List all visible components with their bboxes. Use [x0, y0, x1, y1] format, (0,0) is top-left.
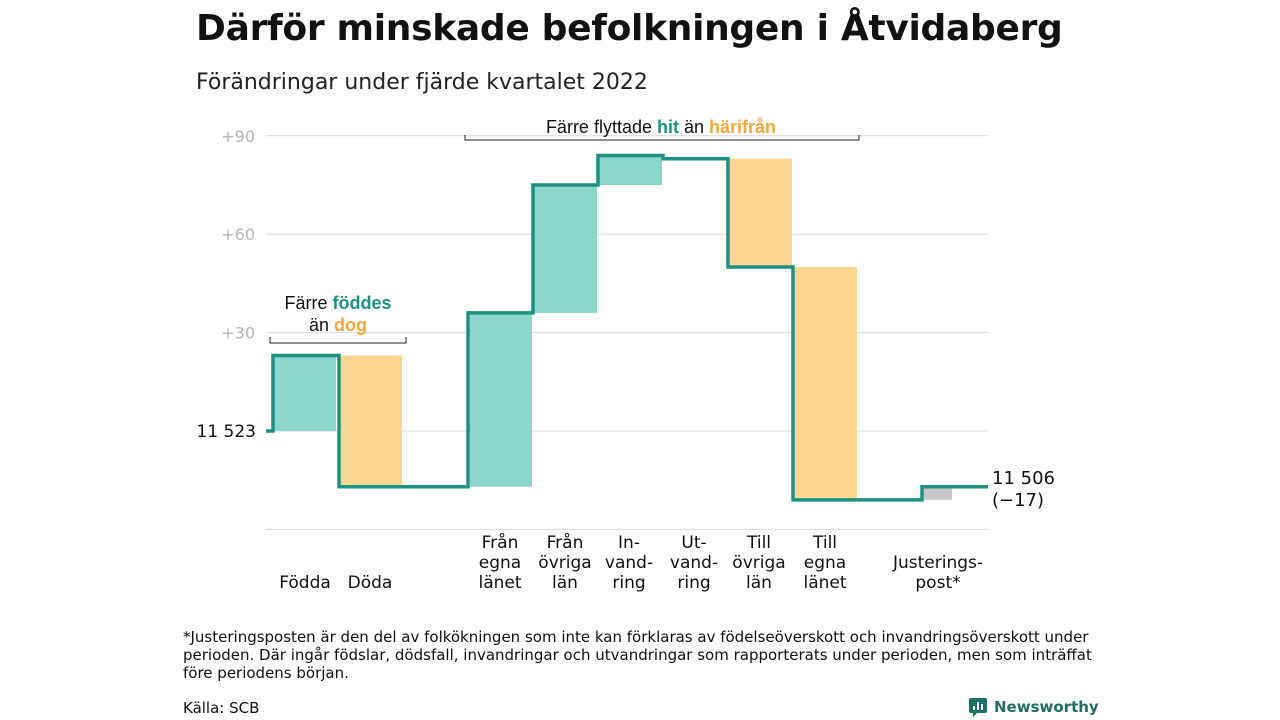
- category-label-8-1: post*: [915, 573, 960, 593]
- bar-4: [598, 155, 662, 185]
- end-value-label: 11 506: [992, 468, 1055, 489]
- category-label-6-2: län: [746, 573, 772, 593]
- category-label-2-0: Från: [482, 532, 519, 553]
- bar-2: [468, 312, 532, 487]
- category-label-1-2: Döda: [348, 573, 393, 593]
- annotation-births-line1-part-1: föddes: [333, 293, 392, 313]
- start-value-label: 11 523: [197, 422, 256, 442]
- category-label-6-1: övriga: [732, 553, 785, 573]
- category-label-3-2: län: [552, 573, 578, 593]
- category-label-5-0: Ut-: [681, 533, 706, 553]
- category-label-7-0: Till: [812, 533, 837, 553]
- y-tick-label-1: +60: [221, 225, 255, 244]
- annotation-births-line1-part-0: Färre: [284, 293, 332, 313]
- bar-0: [273, 355, 336, 431]
- source-label: Källa: SCB: [183, 699, 260, 717]
- annotation-migration-part-1: hit: [657, 117, 679, 137]
- annotation-births-line2-part-0: än: [309, 315, 334, 335]
- category-label-6-0: Till: [746, 533, 771, 553]
- bar-3: [533, 185, 597, 313]
- brand-name: Newsworthy: [994, 698, 1099, 716]
- bar-8: [922, 486, 952, 500]
- category-label-2-1: egna: [479, 553, 521, 573]
- annotation-births-line1: Färre föddes: [284, 293, 391, 313]
- annotation-migration-bracket: [464, 135, 860, 141]
- annotation-births-line2: än dog: [309, 315, 367, 335]
- category-label-2-2: länet: [478, 573, 521, 593]
- bar-6: [728, 158, 792, 267]
- chart-title: Därför minskade befolkningen i Åtvidaber…: [196, 8, 1063, 49]
- category-label-7-2: länet: [803, 573, 846, 593]
- y-tick-label-2: +30: [221, 324, 255, 343]
- end-change-label: (−17): [992, 490, 1044, 511]
- category-label-5-1: vand-: [670, 553, 718, 573]
- category-label-8-0: Justerings-: [892, 553, 983, 573]
- bar-1: [339, 355, 402, 487]
- bar-7: [793, 267, 857, 500]
- category-label-4-0: In-: [618, 533, 640, 553]
- category-label-0-2: Födda: [279, 573, 331, 593]
- footnote: *Justeringsposten är den del av folkökni…: [183, 628, 1092, 682]
- category-label-5-2: ring: [677, 573, 710, 593]
- brand-logo: Newsworthy: [968, 697, 1099, 717]
- category-label-3-1: övriga: [538, 553, 591, 573]
- annotation-births-line2-part-1: dog: [334, 315, 367, 335]
- y-tick-label-0: +90: [221, 127, 255, 146]
- annotation-migration-part-0: Färre flyttade: [546, 117, 657, 137]
- annotation-migration-part-3: härifrån: [709, 117, 776, 137]
- category-label-4-2: ring: [612, 573, 645, 593]
- annotation-migration-part-2: än: [679, 117, 709, 137]
- category-label-3-0: Från: [547, 532, 584, 553]
- annotation-migration: Färre flyttade hit än härifrån: [546, 117, 776, 137]
- waterfall-line: [266, 153, 988, 502]
- newsworthy-logo-icon: [969, 698, 987, 717]
- category-label-7-1: egna: [804, 553, 846, 573]
- category-label-4-1: vand-: [605, 553, 653, 573]
- chart-subtitle: Förändringar under fjärde kvartalet 2022: [196, 70, 648, 95]
- annotation-births-bracket: [269, 337, 407, 344]
